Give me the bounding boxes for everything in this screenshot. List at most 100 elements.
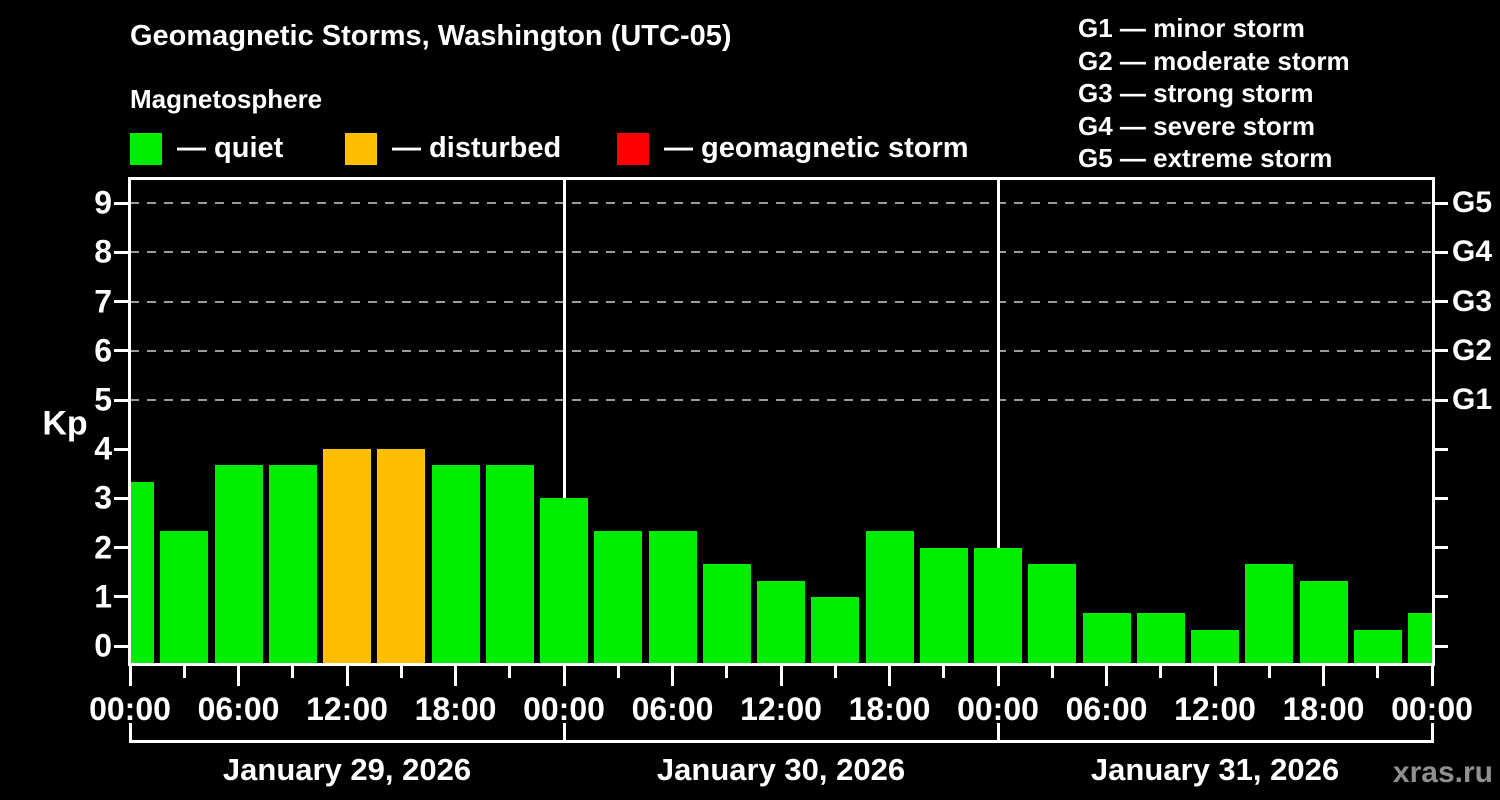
gridline-kp-7 — [130, 300, 1432, 303]
x-axis-tick-major — [562, 666, 566, 686]
y-axis-tick-right — [1434, 398, 1448, 402]
y-axis-tick-label: 6 — [94, 332, 112, 369]
x-axis-tick-minor — [1376, 666, 1380, 678]
storm-scale-item: G3 — strong storm — [1078, 78, 1314, 108]
storm-scale-item: G4 — severe storm — [1078, 110, 1316, 141]
date-label: January 29, 2026 — [222, 752, 472, 787]
date-bracket-line — [998, 740, 1432, 743]
y-axis-tick-right — [1434, 546, 1448, 550]
kp-bar — [214, 465, 263, 665]
y-axis-tick-label: 0 — [94, 627, 112, 664]
x-axis-tick-minor — [291, 666, 295, 678]
kp-bar — [160, 531, 209, 665]
date-bracket-tick — [128, 723, 132, 743]
kp-bar — [757, 580, 805, 665]
x-axis-tick-major — [996, 666, 1000, 686]
x-axis-tick-minor — [725, 666, 729, 678]
x-axis-tick-minor — [1159, 666, 1163, 678]
date-bracket-line — [130, 740, 564, 743]
x-axis-tick-label: 18:00 — [414, 691, 497, 727]
y-axis-tick-label: 7 — [94, 283, 112, 320]
kp-bar — [1136, 613, 1185, 665]
legend-item-disturbed: — disturbed — [345, 132, 561, 165]
x-axis-tick-label: 06:00 — [631, 691, 714, 727]
x-axis-tick-minor — [399, 666, 403, 678]
g-scale-axis-label: G4 — [1452, 235, 1493, 269]
y-axis-tick-right — [1434, 300, 1448, 304]
date-bracket-line — [564, 740, 998, 743]
plot-frame-right — [1432, 177, 1435, 666]
gridline-kp-6 — [130, 349, 1432, 352]
date-bracket-tick — [1430, 723, 1434, 743]
g-scale-axis-label: G1 — [1452, 383, 1493, 416]
y-axis-tick-left — [114, 595, 128, 599]
x-axis-tick-minor — [833, 666, 837, 678]
x-axis-tick-major — [1105, 666, 1108, 686]
storm-scale-legend: G1 — minor storm G2 — moderate storm G3 — … — [1078, 12, 1350, 175]
y-axis-tick-left — [114, 546, 128, 550]
kp-bar — [594, 531, 643, 665]
y-axis-tick-label: 9 — [94, 184, 112, 221]
gridline-kp-8 — [130, 251, 1432, 254]
y-axis-tick-right — [1434, 644, 1448, 648]
legend-item-quiet: — quiet — [130, 132, 283, 165]
storm-scale-item: G5 — extreme storm — [1078, 143, 1333, 173]
kp-bar — [268, 465, 317, 665]
y-axis-tick-label: 5 — [94, 381, 112, 418]
day-boundary-line — [996, 180, 1000, 665]
y-axis-tick-left — [114, 201, 128, 205]
x-axis-tick-label: 00:00 — [89, 691, 171, 727]
y-axis-tick-right — [1434, 250, 1448, 254]
kp-bar — [974, 547, 1022, 665]
date-bracket-tick — [562, 723, 566, 743]
storm-scale-item: G2 — moderate storm — [1078, 45, 1350, 76]
x-axis-tick-major — [1213, 666, 1217, 686]
kp-bar — [1082, 613, 1131, 665]
x-axis-tick-label: 12:00 — [740, 691, 822, 727]
kp-bar — [865, 531, 914, 665]
x-axis-tick-major — [128, 666, 132, 686]
gridline-kp-5 — [130, 399, 1432, 401]
kp-bar — [130, 482, 154, 665]
legend-item-storm: — geomagnetic storm — [617, 132, 969, 165]
kp-bar — [648, 531, 697, 665]
x-axis-tick-major — [1430, 666, 1434, 686]
plot-frame-top — [128, 177, 1435, 180]
y-axis-tick-left — [114, 250, 128, 254]
x-axis-tick-label: 12:00 — [306, 691, 388, 727]
x-axis-tick-label: 00:00 — [1391, 691, 1473, 727]
x-axis-tick-major — [671, 666, 674, 686]
x-axis-tick-minor — [508, 666, 512, 678]
gridline-kp-9 — [130, 202, 1432, 205]
kp-bar — [1353, 629, 1402, 665]
plot-frame-left — [128, 177, 131, 666]
y-axis-tick-label: 3 — [94, 479, 112, 516]
x-axis-tick-major — [237, 666, 240, 686]
y-axis-tick-left — [114, 644, 128, 648]
kp-bar — [1245, 563, 1294, 665]
y-axis-tick-label: 1 — [94, 578, 112, 615]
day-boundary-line — [562, 180, 566, 665]
g-scale-axis-label: G3 — [1452, 284, 1493, 318]
y-axis-tick-left — [114, 496, 128, 500]
chart-subtitle: Magnetosphere — [130, 84, 323, 114]
kp-bar — [377, 449, 426, 665]
x-axis-tick-minor — [1267, 666, 1271, 678]
x-axis-tick-minor — [1050, 666, 1054, 678]
y-axis-tick-left — [114, 300, 128, 304]
date-label: January 30, 2026 — [656, 752, 906, 787]
x-axis-tick-minor — [616, 666, 620, 678]
watermark: xras.ru — [1392, 756, 1493, 789]
x-axis-tick-label: 06:00 — [197, 691, 280, 727]
kp-bar — [540, 498, 588, 665]
y-axis-tick-right — [1434, 349, 1448, 353]
x-axis-tick-minor — [942, 666, 946, 678]
g-scale-axis-label: G5 — [1452, 186, 1493, 220]
y-axis-tick-label: 8 — [94, 233, 112, 270]
g-scale-axis-label: G2 — [1452, 333, 1493, 367]
date-bracket-tick — [996, 723, 1000, 743]
chart-title: Geomagnetic Storms, Washington (UTC-05) — [130, 20, 732, 52]
x-axis-tick-minor — [182, 666, 186, 678]
legend-label: — quiet — [177, 132, 284, 164]
